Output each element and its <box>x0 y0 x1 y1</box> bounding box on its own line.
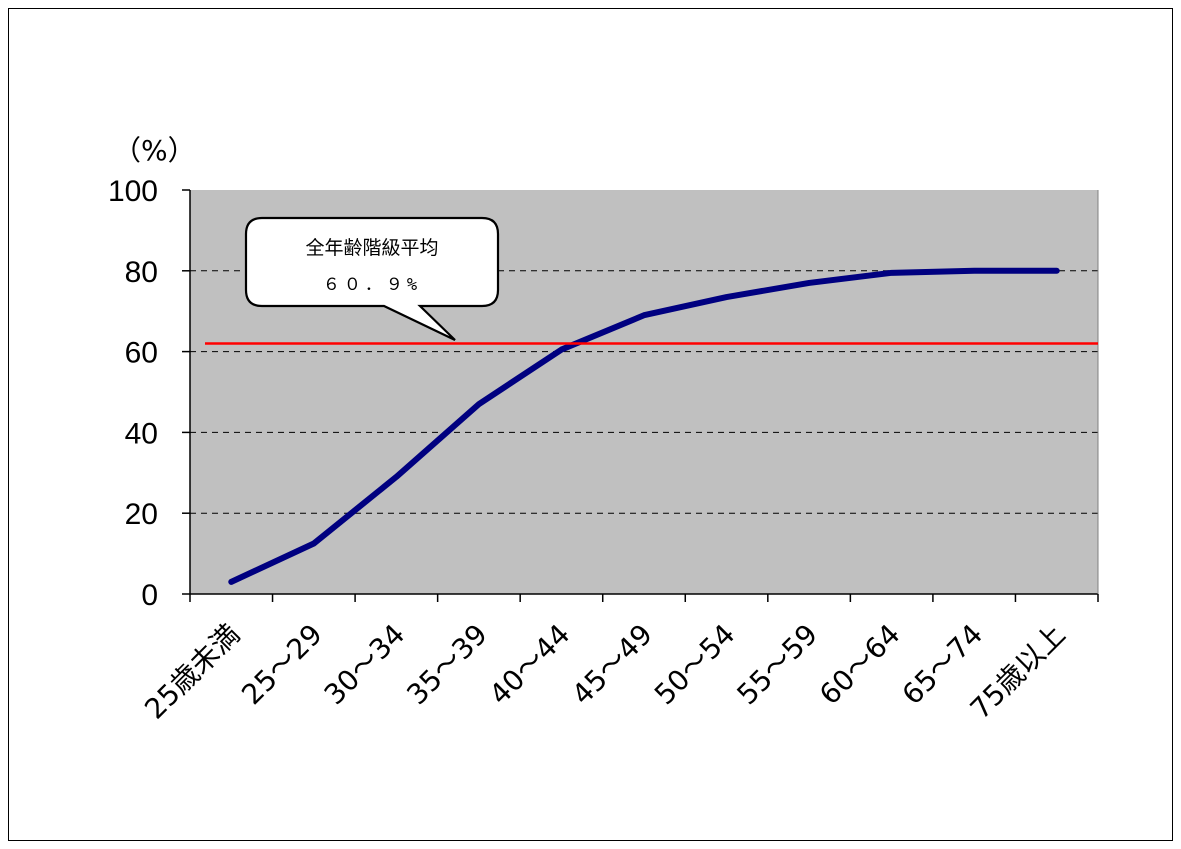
x-tick-label: 30～34 <box>318 618 412 712</box>
data-point <box>558 347 564 353</box>
callout-title: 全年齢階級平均 <box>305 237 438 259</box>
x-tick-label: 45～49 <box>565 618 659 712</box>
y-tick-label: 20 <box>125 498 158 531</box>
average-callout: 全年齢階級平均 ６０．９% <box>244 216 500 341</box>
x-tick-label: 35～39 <box>400 618 494 712</box>
y-tick-label: 100 <box>108 175 158 208</box>
data-point <box>724 294 730 300</box>
x-tick-label: 25歳未満 <box>138 618 246 726</box>
x-tick-label: 55～59 <box>731 618 825 712</box>
data-point <box>641 312 647 318</box>
y-tick-label: 40 <box>125 417 158 450</box>
callout-bubble <box>244 216 500 341</box>
axes <box>182 189 1099 602</box>
gridlines <box>190 270 1098 514</box>
data-point <box>806 280 812 286</box>
data-point <box>393 474 399 480</box>
x-tick-label: 50～54 <box>648 618 742 712</box>
y-axis-unit-label: （%） <box>113 134 196 167</box>
data-point <box>311 541 317 546</box>
x-tick-label: 40～44 <box>483 618 577 712</box>
data-point <box>889 270 895 276</box>
y-tick-labels: 0 20 40 60 80 100 <box>108 175 158 612</box>
data-point <box>1054 268 1060 274</box>
x-tick-labels: 25歳未満25～2930～3435～3940～4445～4950～5455～59… <box>138 618 1071 726</box>
y-tick-label: 60 <box>125 337 158 370</box>
x-tick-label: 25～29 <box>235 618 329 712</box>
y-tick-label: 0 <box>141 579 158 612</box>
data-point <box>476 401 482 407</box>
data-point <box>971 268 977 274</box>
data-point <box>228 579 234 585</box>
x-tick-label: 60～64 <box>813 618 907 712</box>
callout-value: ６０．９% <box>323 275 421 295</box>
series <box>205 267 1098 585</box>
y-tick-label: 80 <box>125 256 158 289</box>
